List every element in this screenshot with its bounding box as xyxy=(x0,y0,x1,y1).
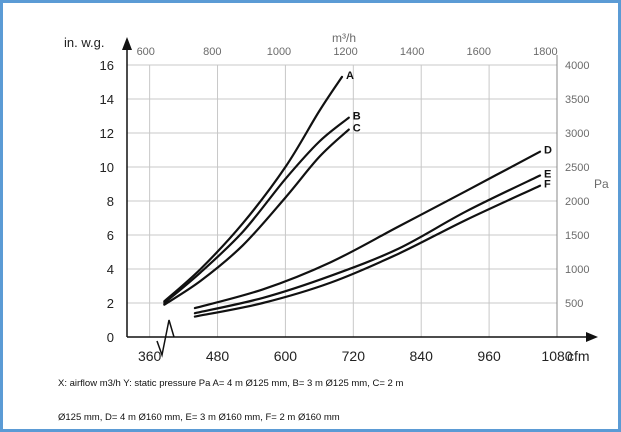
right-tick-label-1000: 1000 xyxy=(565,264,589,276)
y-tick-label-2: 2 xyxy=(107,296,114,311)
series-label-D: D xyxy=(544,145,552,157)
x-axis-arrow xyxy=(586,332,598,342)
y-tick-label-12: 12 xyxy=(100,126,114,141)
x-tick-label-840: 840 xyxy=(410,348,434,364)
top-tick-label-600: 600 xyxy=(137,46,155,58)
series-group xyxy=(163,75,542,318)
top-tick-label-1000: 1000 xyxy=(267,46,291,58)
y-tick-label-14: 14 xyxy=(100,92,114,107)
right-unit-label: Pa xyxy=(594,177,609,191)
x-tick-label-480: 480 xyxy=(206,348,230,364)
top-tick-label-1600: 1600 xyxy=(467,46,491,58)
right-tick-label-2500: 2500 xyxy=(565,162,589,174)
y-axis-arrow xyxy=(122,37,132,50)
axis-break-symbol xyxy=(156,319,175,358)
top-tick-label-1400: 1400 xyxy=(400,46,424,58)
top-tick-label-1200: 1200 xyxy=(333,46,357,58)
y-tick-label-6: 6 xyxy=(107,228,114,243)
series-line-E xyxy=(193,174,542,315)
top-unit-label: m³/h xyxy=(332,31,356,45)
right-tick-label-3000: 3000 xyxy=(565,128,589,140)
series-line-B xyxy=(163,116,350,305)
chart-caption-line-1: X: airflow m3/h Y: static pressure Pa A=… xyxy=(58,378,404,389)
x-unit-label: cfm xyxy=(567,348,590,364)
right-tick-label-500: 500 xyxy=(565,298,583,310)
axes xyxy=(122,37,598,358)
right-tick-label-4000: 4000 xyxy=(565,60,589,72)
top-tick-label-1800: 1800 xyxy=(533,46,557,58)
chart-caption-line-2: Ø125 mm, D= 4 m Ø160 mm, E= 3 m Ø160 mm,… xyxy=(58,412,340,423)
series-line-A xyxy=(163,75,344,303)
grid xyxy=(127,55,558,337)
x-tick-label-1080: 1080 xyxy=(541,348,572,364)
x-tick-label-960: 960 xyxy=(477,348,501,364)
x-tick-label-360: 360 xyxy=(138,348,162,364)
y-tick-label-4: 4 xyxy=(107,262,114,277)
y-tick-label-0: 0 xyxy=(107,330,114,345)
right-tick-label-3500: 3500 xyxy=(565,94,589,106)
y-tick-label-8: 8 xyxy=(107,194,114,209)
series-label-A: A xyxy=(346,70,354,82)
series-line-C xyxy=(163,128,350,306)
x-tick-label-600: 600 xyxy=(274,348,298,364)
right-tick-label-2000: 2000 xyxy=(565,196,589,208)
series-label-F: F xyxy=(544,179,551,191)
top-tick-label-800: 800 xyxy=(203,46,221,58)
series-label-B: B xyxy=(353,111,361,123)
x-tick-label-720: 720 xyxy=(342,348,366,364)
series-line-D xyxy=(193,150,542,310)
y-unit-label: in. w.g. xyxy=(64,35,104,50)
series-line-F xyxy=(193,184,542,318)
series-label-C: C xyxy=(353,123,361,135)
y-tick-label-10: 10 xyxy=(100,160,114,175)
labels-group: 0 2 4 6 8 10 12 14 16 in. w.g. 500 1000 1500 2000 2500… xyxy=(64,31,609,364)
right-tick-label-1500: 1500 xyxy=(565,230,589,242)
y-tick-label-16: 16 xyxy=(100,58,114,73)
series-label-E: E xyxy=(544,169,551,181)
